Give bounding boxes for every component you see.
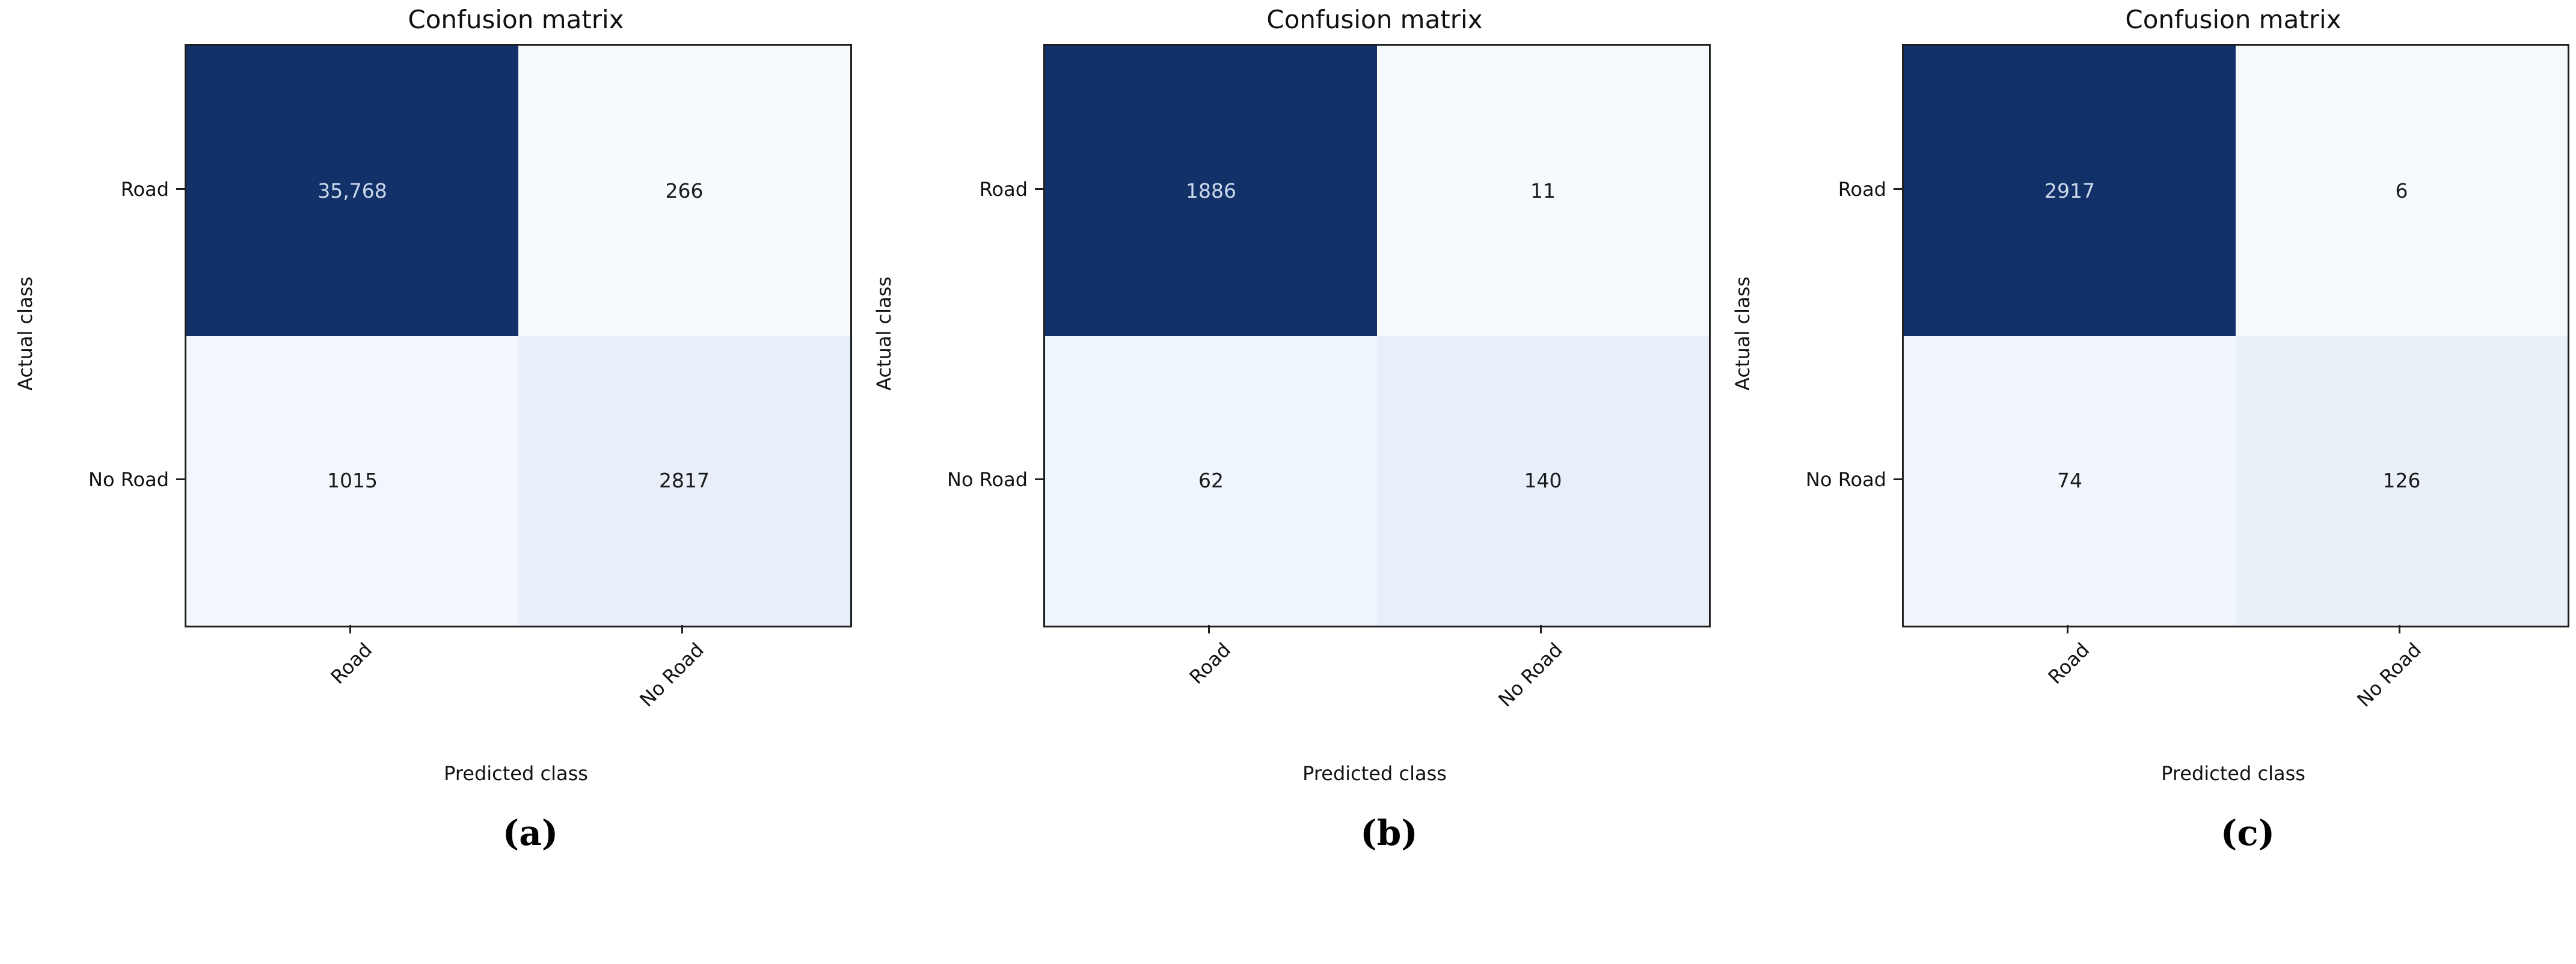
heatmap: 2917 6 74 126 <box>1902 44 2569 627</box>
y-axis-label: Actual class <box>872 276 895 391</box>
y-tick-label-no-road: No Road <box>88 468 169 491</box>
heatmap-cell-false-negative: 266 <box>518 46 850 336</box>
y-tick-mark <box>1894 188 1902 190</box>
y-tick-label-no-road: No Road <box>1806 468 1886 491</box>
heatmap-cell-true-negative: 2817 <box>518 335 850 626</box>
y-axis-label: Actual class <box>1731 276 1754 391</box>
x-tick-label-road: Road <box>2043 638 2094 689</box>
y-tick-label-road: Road <box>1838 178 1886 201</box>
heatmap-cell-true-positive: 2917 <box>1904 46 2236 336</box>
heatmap-cell-true-negative: 140 <box>1377 335 1709 626</box>
chart-title: Confusion matrix <box>408 5 624 34</box>
heatmap-cell-false-positive: 62 <box>1045 335 1377 626</box>
subfigure-caption: (c) <box>2220 813 2275 853</box>
subfigure-caption: (b) <box>1360 813 1418 853</box>
heatmap-cell-true-positive: 1886 <box>1045 46 1377 336</box>
x-tick-mark <box>681 625 683 633</box>
y-tick-mark <box>176 478 185 480</box>
x-tick-mark <box>349 625 351 633</box>
subfigure-caption: (a) <box>502 813 559 853</box>
heatmap: 1886 11 62 140 <box>1043 44 1711 627</box>
heatmap-cell-true-negative: 126 <box>2236 335 2568 626</box>
chart-title: Confusion matrix <box>1266 5 1483 34</box>
chart-title: Confusion matrix <box>2125 5 2341 34</box>
heatmap-cell-false-positive: 74 <box>1904 335 2236 626</box>
x-axis-label: Predicted class <box>444 762 588 785</box>
x-axis-label: Predicted class <box>2161 762 2305 785</box>
x-axis-label: Predicted class <box>1302 762 1447 785</box>
x-tick-label-no-road: No Road <box>635 638 708 712</box>
panel-b: Confusion matrix Actual class Road No Ro… <box>859 0 1717 964</box>
x-tick-mark <box>2067 625 2068 633</box>
y-tick-label-road: Road <box>120 178 169 201</box>
x-tick-mark <box>1208 625 1210 633</box>
y-tick-mark <box>1894 478 1902 480</box>
heatmap-cell-false-negative: 6 <box>2236 46 2568 336</box>
y-tick-mark <box>1035 478 1043 480</box>
x-tick-mark <box>1540 625 1542 633</box>
panel-a: Confusion matrix Actual class Road No Ro… <box>0 0 859 964</box>
y-axis-label: Actual class <box>14 276 37 391</box>
x-tick-mark <box>2399 625 2400 633</box>
x-tick-label-no-road: No Road <box>2352 638 2426 712</box>
heatmap-cell-false-positive: 1015 <box>186 335 518 626</box>
x-tick-label-road: Road <box>326 638 376 689</box>
heatmap-cell-true-positive: 35,768 <box>186 46 518 336</box>
y-tick-mark <box>1035 188 1043 190</box>
y-tick-mark <box>176 188 185 190</box>
x-tick-label-no-road: No Road <box>1494 638 1567 712</box>
heatmap: 35,768 266 1015 2817 <box>185 44 852 627</box>
panel-c: Confusion matrix Actual class Road No Ro… <box>1717 0 2576 964</box>
y-tick-label-no-road: No Road <box>947 468 1028 491</box>
y-tick-label-road: Road <box>979 178 1028 201</box>
heatmap-cell-false-negative: 11 <box>1377 46 1709 336</box>
x-tick-label-road: Road <box>1185 638 1235 689</box>
